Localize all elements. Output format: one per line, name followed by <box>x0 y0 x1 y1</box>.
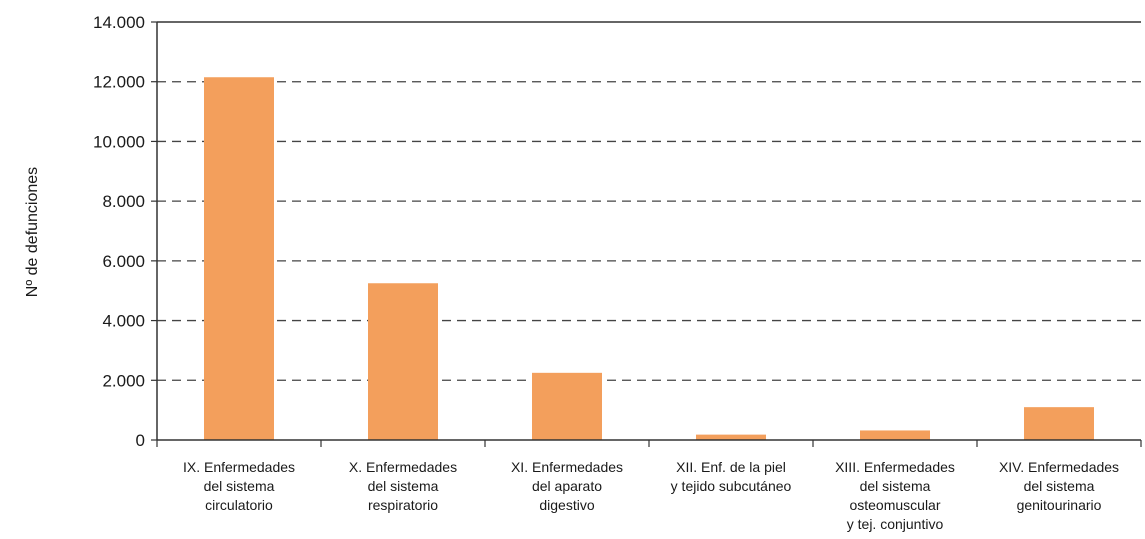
x-category-label: IX. Enfermedades del sistema circulatorio <box>183 459 295 513</box>
bars <box>204 77 1094 440</box>
y-tick-labels: 0 2.000 4.000 6.000 8.000 10.000 12.000 14.000 <box>93 13 145 450</box>
y-tick-label: 6.000 <box>102 252 145 271</box>
y-tick-label: 12.000 <box>93 73 145 92</box>
y-axis-title: Nº de defunciones <box>24 167 41 297</box>
x-category-label: XIV. Enfermedades del sistema genitourinar… <box>999 459 1119 513</box>
y-tick-label: 8.000 <box>102 192 145 211</box>
x-category-label: X. Enfermedades del sistema respiratorio <box>349 459 457 513</box>
bar <box>1024 407 1094 440</box>
y-tick-label: 0 <box>136 431 145 450</box>
bar <box>696 434 766 440</box>
y-tick-label: 10.000 <box>93 132 145 151</box>
y-tick-label: 4.000 <box>102 312 145 331</box>
bar <box>860 430 930 440</box>
x-category-label: XI. Enfermedades del aparato digestivo <box>511 459 623 513</box>
grid-lines <box>157 81 1141 381</box>
y-tick-label: 2.000 <box>102 371 145 390</box>
x-category-label: XIII. Enfermedades del sistema osteomuscul… <box>835 459 955 532</box>
y-tick-label: 14.000 <box>93 13 145 32</box>
x-category-labels: IX. Enfermedades del sistema circulatorio X… <box>183 459 1119 532</box>
bar <box>532 372 602 440</box>
x-category-label: XII. Enf. de la piel y tejido subcutáneo <box>671 459 792 494</box>
axes <box>151 21 1142 447</box>
bar <box>368 283 438 440</box>
bar <box>204 77 274 440</box>
